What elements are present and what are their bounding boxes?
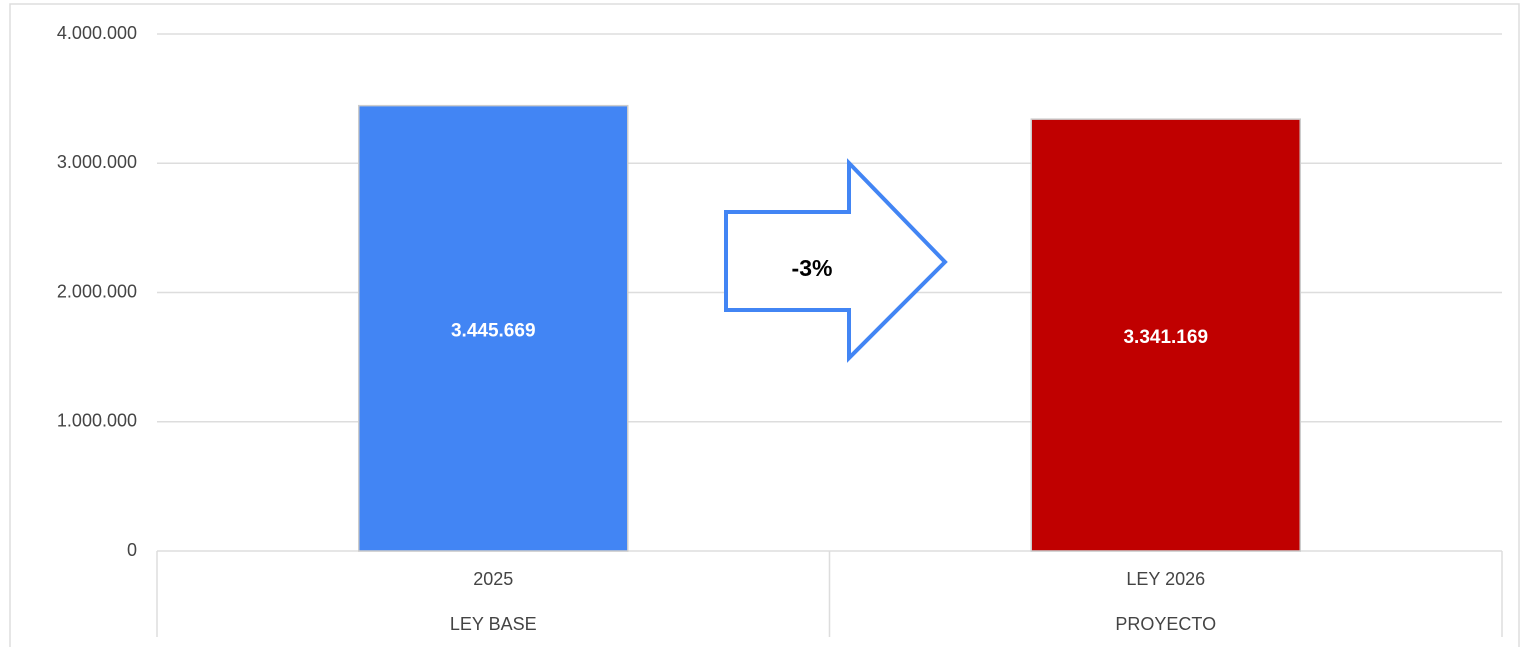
y-tick-label: 1.000.000	[57, 411, 137, 431]
x-tick-label: LEY 2026	[1126, 569, 1205, 589]
y-tick-label: 2.000.000	[57, 281, 137, 301]
value-label: 3.341.169	[1123, 327, 1208, 348]
y-tick-label: 4.000.000	[57, 23, 137, 43]
bar	[358, 104, 629, 552]
change-arrow	[724, 158, 948, 363]
y-tick-label: 0	[127, 540, 137, 560]
chart-frame	[9, 3, 1520, 647]
change-annotation: -3%	[792, 255, 833, 281]
x-tick-label: 2025	[473, 569, 513, 589]
x-group-label: LEY BASE	[450, 614, 537, 634]
value-label: 3.445.669	[451, 320, 536, 341]
bar	[1030, 118, 1301, 552]
x-group-label: PROYECTO	[1115, 614, 1216, 634]
bars	[358, 104, 1301, 552]
y-tick-label: 3.000.000	[57, 152, 137, 172]
